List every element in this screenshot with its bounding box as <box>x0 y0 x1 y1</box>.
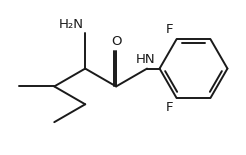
Text: H₂N: H₂N <box>58 18 83 31</box>
Text: F: F <box>166 101 174 114</box>
Text: HN: HN <box>136 53 155 66</box>
Text: F: F <box>166 23 174 36</box>
Text: O: O <box>111 35 121 48</box>
